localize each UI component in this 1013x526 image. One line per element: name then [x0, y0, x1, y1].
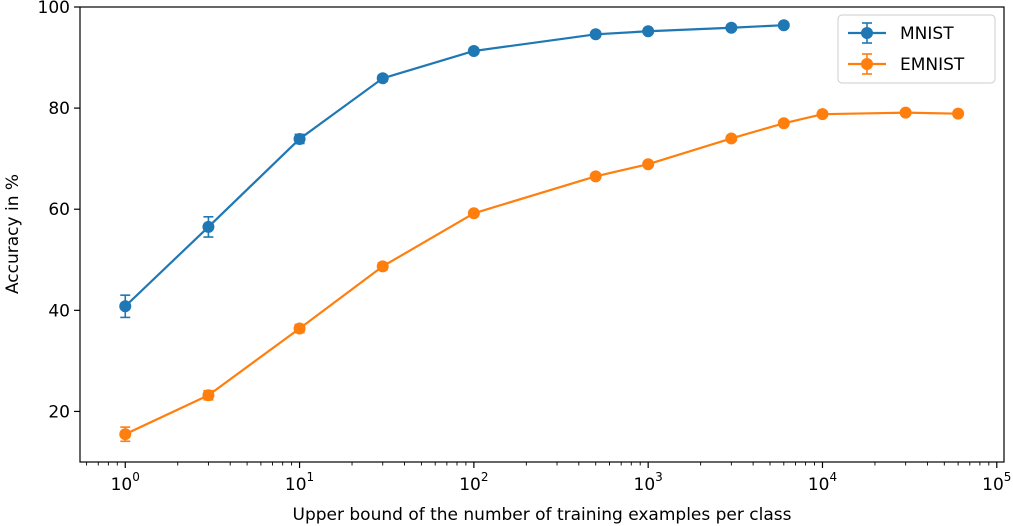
- x-tick-base: 10: [111, 475, 133, 495]
- x-tick-exponent: 3: [655, 470, 663, 484]
- legend-label-emnist: EMNIST: [900, 55, 965, 75]
- data-point-emnist: [816, 108, 829, 121]
- data-point-mnist: [642, 25, 655, 38]
- series-emnist: [119, 106, 965, 443]
- data-point-emnist: [777, 117, 790, 130]
- chart-marks: [119, 19, 965, 443]
- data-point-mnist: [725, 21, 738, 34]
- y-tick-label: 60: [48, 200, 70, 220]
- data-point-emnist: [467, 207, 480, 220]
- y-axis-label: Accuracy in %: [3, 174, 23, 294]
- data-point-mnist: [202, 220, 215, 233]
- x-axis-label: Upper bound of the number of training ex…: [293, 505, 792, 525]
- data-point-emnist: [899, 106, 912, 119]
- x-tick-base: 10: [634, 475, 656, 495]
- x-tick-label: 105: [982, 470, 1011, 495]
- data-point-emnist: [589, 170, 602, 183]
- legend-label-mnist: MNIST: [900, 24, 954, 44]
- x-tick-label: 103: [634, 470, 663, 495]
- x-tick-base: 10: [459, 475, 481, 495]
- series-mnist: [119, 19, 790, 319]
- data-point-mnist: [293, 132, 306, 145]
- x-tick-base: 10: [808, 475, 830, 495]
- series-line-mnist: [124, 24, 784, 308]
- legend-marker: [861, 58, 873, 70]
- y-tick-label: 20: [48, 402, 70, 422]
- data-point-emnist: [725, 132, 738, 145]
- data-point-mnist: [467, 44, 480, 57]
- x-tick-base: 10: [982, 475, 1004, 495]
- series-line-emnist: [124, 111, 959, 436]
- data-point-mnist: [777, 19, 790, 32]
- x-axis: 100 101 102 103 104 105: [86, 462, 1011, 495]
- x-tick-label: 101: [285, 470, 314, 495]
- x-tick-exponent: 2: [481, 470, 489, 484]
- data-point-mnist: [589, 28, 602, 41]
- y-tick-label: 80: [48, 99, 70, 119]
- y-tick-label: 100: [38, 0, 70, 18]
- data-point-mnist: [376, 72, 389, 85]
- x-tick-exponent: 0: [132, 470, 140, 484]
- x-tick-label: 100: [111, 470, 140, 495]
- data-point-emnist: [642, 158, 655, 171]
- x-tick-base: 10: [285, 475, 307, 495]
- x-tick-exponent: 5: [1004, 470, 1012, 484]
- legend-marker: [861, 27, 873, 39]
- y-axis: 20 40 60 80 100: [38, 0, 80, 422]
- x-tick-exponent: 4: [829, 470, 837, 484]
- data-point-emnist: [293, 322, 306, 335]
- x-tick-exponent: 1: [307, 470, 315, 484]
- legend: MNIST EMNIST: [837, 14, 996, 84]
- y-tick-label: 40: [48, 301, 70, 321]
- legend-item-emnist: EMNIST: [848, 53, 965, 75]
- data-point-emnist: [376, 260, 389, 273]
- data-point-emnist: [119, 428, 132, 441]
- x-tick-label: 102: [459, 470, 488, 495]
- legend-item-mnist: MNIST: [848, 22, 954, 44]
- plot-frame: [79, 6, 1005, 463]
- data-point-emnist: [202, 389, 215, 402]
- data-point-emnist: [952, 107, 965, 120]
- data-point-mnist: [119, 300, 132, 313]
- x-tick-label: 104: [808, 470, 837, 495]
